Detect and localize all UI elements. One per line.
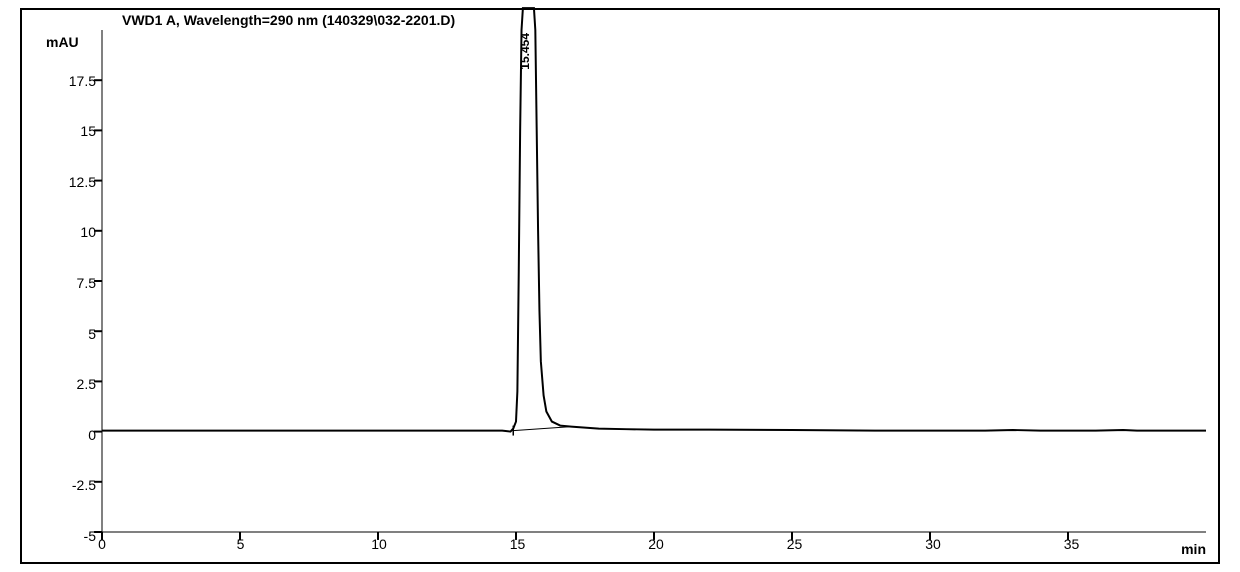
x-tick-label: 35	[1064, 536, 1080, 552]
y-axis-label: mAU	[46, 34, 79, 50]
y-tick-label: -5	[84, 528, 96, 544]
chart-header: VWD1 A, Wavelength=290 nm (140329\032-22…	[122, 12, 455, 28]
x-tick-label: 20	[648, 536, 664, 552]
chromatogram-chart: VWD1 A, Wavelength=290 nm (140329\032-22…	[20, 8, 1220, 564]
y-tick-label: 5	[88, 326, 96, 342]
y-tick-label: 7.5	[77, 275, 96, 291]
x-tick-label: 25	[787, 536, 803, 552]
y-tick-label: 15	[80, 123, 96, 139]
y-tick-label: 10	[80, 224, 96, 240]
x-tick-label: 5	[237, 536, 245, 552]
y-tick-label: 2.5	[77, 376, 96, 392]
x-tick-label: 15	[510, 536, 526, 552]
x-tick-label: 30	[925, 536, 941, 552]
plot-area	[102, 30, 1206, 532]
x-tick-label: 10	[371, 536, 387, 552]
x-axis-label: min	[1181, 541, 1206, 557]
y-tick-label: 17.5	[69, 73, 96, 89]
chart-svg	[102, 30, 1206, 532]
peak-retention-label: 15.454	[518, 33, 532, 70]
y-tick-label: 0	[88, 427, 96, 443]
x-tick-label: 0	[98, 536, 106, 552]
y-tick-label: -2.5	[72, 477, 96, 493]
y-tick-label: 12.5	[69, 174, 96, 190]
